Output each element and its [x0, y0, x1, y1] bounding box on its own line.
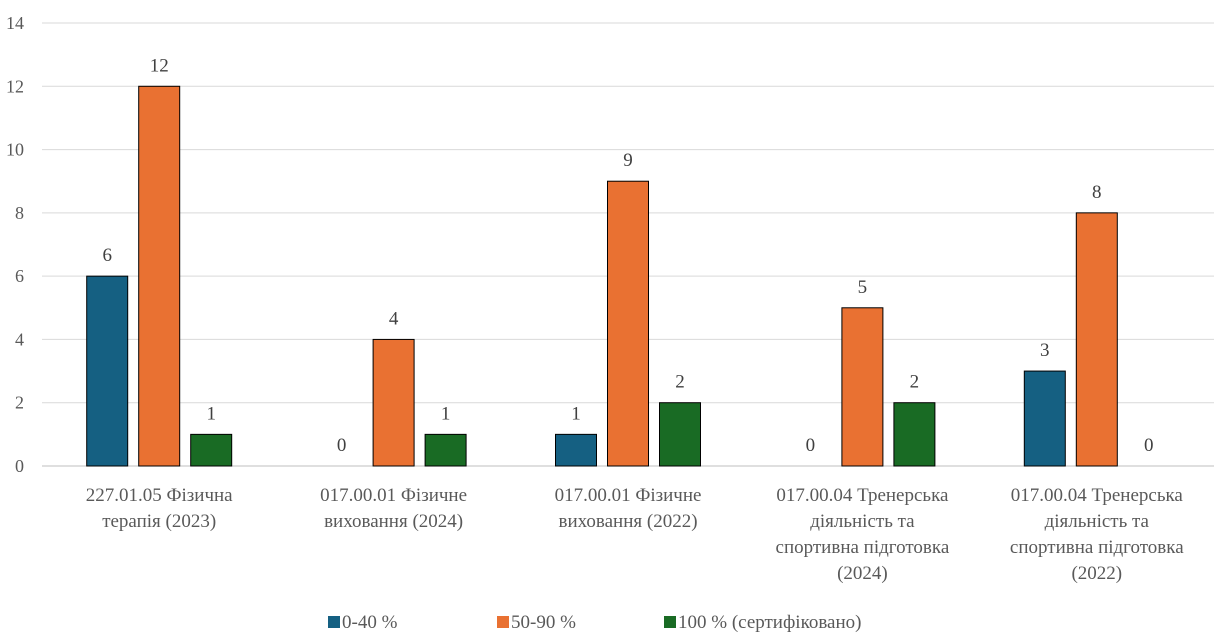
bar — [1075, 212, 1118, 467]
x-category-label: 017.00.01 Фізичне виховання (2022) — [555, 485, 702, 532]
data-label: 0 — [1144, 435, 1154, 456]
y-tick-label: 10 — [6, 140, 24, 160]
data-label: 4 — [389, 308, 399, 329]
bars — [86, 85, 1118, 467]
x-category-label: 227.01.05 Фізична терапія (2023) — [86, 485, 233, 532]
bar — [190, 433, 233, 467]
data-label: 0 — [806, 435, 816, 456]
legend-label: 0-40 % — [342, 612, 398, 633]
bar — [893, 402, 936, 467]
y-tick-label: 14 — [6, 13, 24, 33]
y-tick-label: 8 — [15, 203, 24, 223]
data-label: 6 — [102, 245, 112, 266]
x-category-label: 017.00.04 Тренерська діяльність та спортив… — [1010, 485, 1184, 584]
data-label: 9 — [623, 150, 633, 171]
data-label: 0 — [337, 435, 347, 456]
legend: 0-40 % 50-90 % 100 % (сертифіковано) — [328, 612, 861, 633]
bar — [372, 338, 415, 467]
data-label: 2 — [910, 372, 920, 393]
y-tick-label: 12 — [6, 76, 24, 96]
bar — [1023, 370, 1066, 467]
y-tick-label: 0 — [15, 456, 24, 476]
bar — [841, 307, 884, 467]
bar — [659, 402, 701, 467]
legend-swatch — [328, 616, 340, 628]
data-label: 1 — [441, 403, 451, 424]
y-tick-label: 2 — [15, 393, 24, 413]
data-label: 1 — [206, 403, 216, 424]
x-axis-categories: 227.01.05 Фізична терапія (2023) 017.00.01… — [86, 485, 1184, 584]
x-category-label: 017.00.01 Фізичне виховання (2024) — [320, 485, 467, 532]
bar — [86, 275, 129, 467]
data-label: 2 — [675, 372, 685, 393]
legend-label: 100 % (сертифіковано) — [678, 612, 861, 633]
x-category-label: 017.00.04 Тренерська діяльність та спортив… — [776, 485, 950, 584]
data-label: 3 — [1040, 340, 1050, 361]
data-label: 5 — [858, 277, 868, 298]
legend-swatch — [497, 616, 509, 628]
data-label: 8 — [1092, 182, 1102, 203]
y-tick-label: 4 — [15, 329, 24, 349]
bar — [555, 433, 597, 467]
bar — [607, 180, 649, 467]
bar — [424, 433, 467, 467]
y-tick-label: 6 — [15, 266, 24, 286]
legend-swatch — [664, 616, 676, 628]
data-label: 12 — [150, 55, 169, 76]
y-axis-ticks: 0 2 4 6 8 10 12 14 — [6, 13, 24, 476]
bar — [138, 85, 181, 467]
legend-label: 50-90 % — [511, 612, 576, 633]
data-label: 1 — [571, 403, 581, 424]
